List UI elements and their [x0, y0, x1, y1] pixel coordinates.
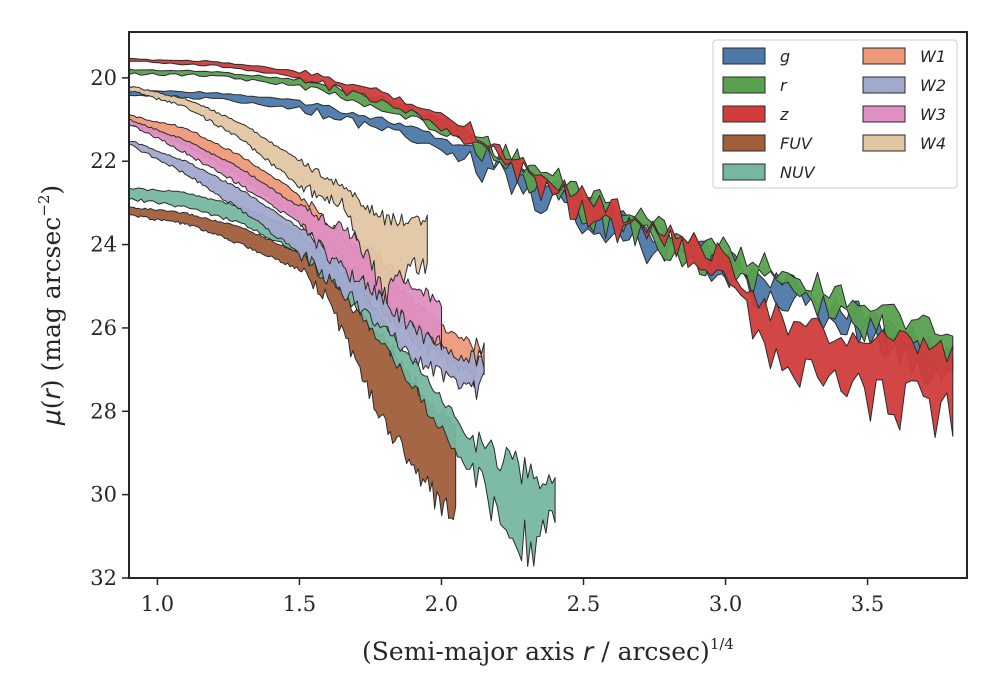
- legend-label-w2: W2: [920, 76, 946, 95]
- legend-items: grz FUV NUV W1 W2 W3 W4: [722, 47, 946, 182]
- y-axis-label-open: (: [37, 400, 66, 410]
- y-axis-label-close: ): [37, 379, 66, 389]
- legend-swatch-w3: [862, 105, 906, 123]
- legend-label-r: r: [780, 76, 788, 95]
- y-tick-label: 20: [90, 66, 117, 90]
- legend: grz FUV NUV W1 W2 W3 W4: [712, 39, 958, 189]
- legend-label-g: g: [780, 47, 790, 66]
- band-w4: [128, 85, 428, 304]
- legend-label-nuv: NUV: [780, 163, 816, 182]
- x-tick-label: 1.5: [283, 592, 316, 616]
- legend-label-w4: W4: [920, 134, 946, 153]
- y-axis-label-sup: −2: [35, 195, 53, 217]
- band-z: [128, 57, 954, 438]
- x-tick-label: 2.5: [567, 592, 600, 616]
- x-tick-label: 3.5: [851, 592, 884, 616]
- x-axis-label-mid: / arcsec): [593, 637, 710, 666]
- y-tick-label: 22: [90, 149, 117, 173]
- y-tick-label: 32: [90, 566, 117, 590]
- legend-swatch-r: [722, 76, 766, 94]
- x-axis-label-var: r: [583, 637, 595, 666]
- legend-swatch-w4: [862, 134, 906, 152]
- plot-frame: [128, 31, 968, 579]
- x-axis-label-prefix: (Semi-major axis: [362, 637, 583, 666]
- y-tick-label: 28: [90, 399, 117, 423]
- legend-swatch-w1: [862, 47, 906, 65]
- x-tick-label: 1.0: [141, 592, 174, 616]
- y-axis-ticks: 20 22 24 26 28 30 32: [90, 66, 129, 590]
- legend-label-fuv: FUV: [780, 134, 813, 153]
- band-w3: [128, 118, 442, 351]
- legend-swatch-fuv: [722, 134, 766, 152]
- y-tick-label: 26: [90, 316, 117, 340]
- legend-label-z: z: [779, 105, 789, 124]
- x-axis-label: (Semi-major axis r / arcsec)1/4: [362, 635, 734, 666]
- x-tick-label: 3.0: [709, 592, 742, 616]
- band-w2: [128, 140, 485, 400]
- legend-swatch-z: [722, 105, 766, 123]
- x-axis-ticks: 1.0 1.5 2.0 2.5 3.0 3.5: [141, 578, 884, 616]
- legend-swatch-w2: [862, 76, 906, 94]
- y-axis-label-var: μ: [37, 409, 66, 426]
- legend-label-w1: W1: [920, 47, 946, 66]
- legend-swatch-g: [722, 47, 766, 65]
- x-axis-label-sup: 1/4: [710, 635, 734, 653]
- y-axis-label-rest: (mag arcsec: [37, 217, 66, 380]
- y-axis-label-var2: r: [37, 388, 66, 400]
- band-fuv: [128, 206, 457, 520]
- profile-bands: [128, 57, 954, 567]
- y-axis-label-end: ): [37, 185, 66, 195]
- legend-label-w3: W3: [920, 105, 946, 124]
- legend-swatch-nuv: [722, 163, 766, 181]
- y-tick-label: 24: [90, 233, 117, 257]
- y-tick-label: 30: [90, 483, 117, 507]
- x-tick-label: 2.0: [425, 592, 458, 616]
- y-axis-label: μ(r) (mag arcsec−2): [35, 185, 66, 426]
